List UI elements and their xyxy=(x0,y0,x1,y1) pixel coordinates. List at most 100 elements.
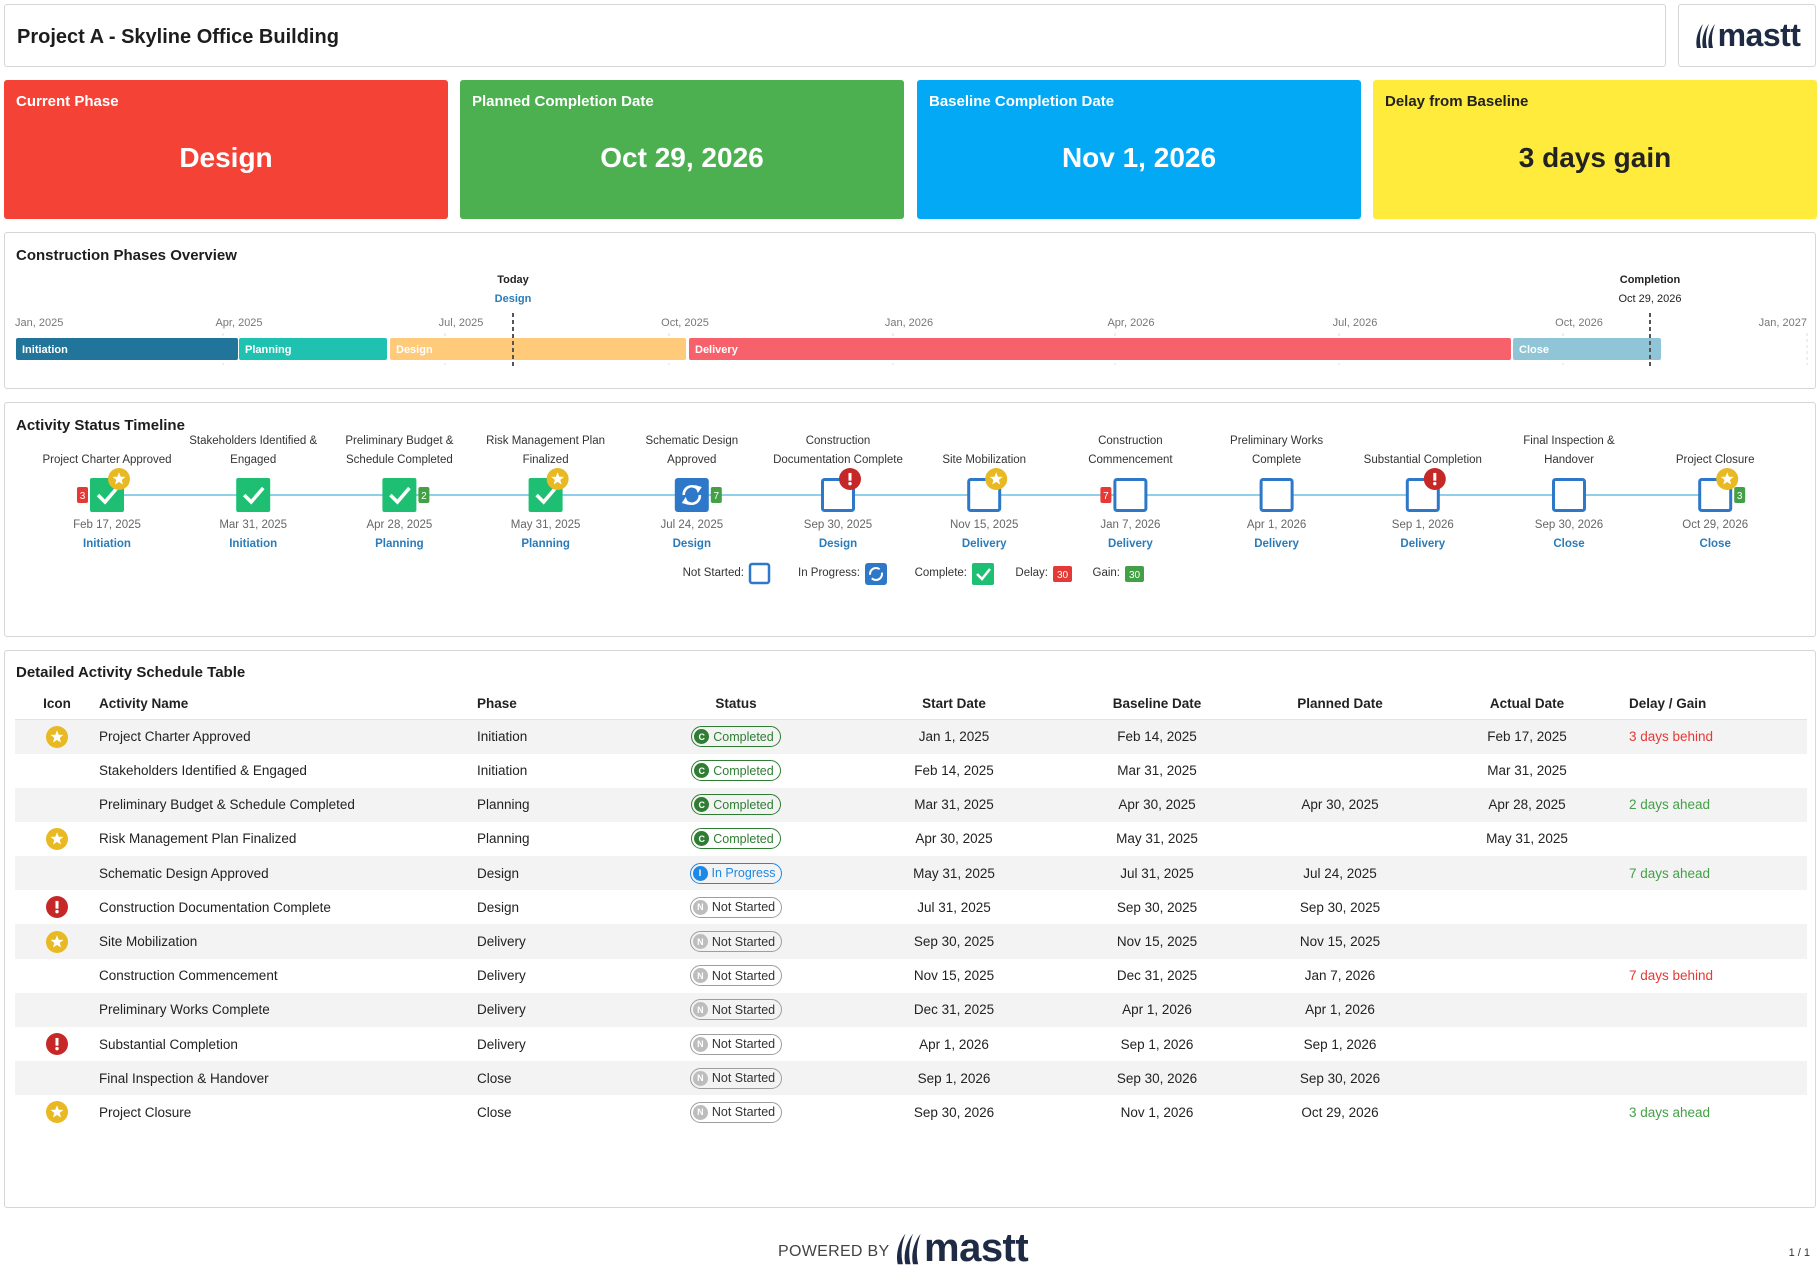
delay-gain-cell xyxy=(1629,993,1807,1027)
activity-timeline: Project Charter Approved 3 Feb 17, 2025 Ini… xyxy=(42,435,1755,585)
status-dot-icon: N xyxy=(692,1070,708,1086)
table-row[interactable]: Preliminary Works Complete Delivery N Not S… xyxy=(15,992,1807,1027)
icon-cell xyxy=(15,822,99,856)
baseline-date-cell: Nov 1, 2026 xyxy=(1120,1104,1194,1120)
table-row[interactable]: Construction Commencement Delivery N Not St… xyxy=(15,959,1807,993)
icon-cell xyxy=(15,754,99,788)
table-row[interactable]: Preliminary Budget & Schedule Completed P… xyxy=(15,787,1807,822)
alert-glyph-dot xyxy=(848,481,852,486)
start-date-cell: Mar 31, 2025 xyxy=(914,797,994,813)
icon-cell xyxy=(15,788,99,822)
table-row[interactable]: Substantial Completion Delivery N Not Start… xyxy=(15,1027,1807,1061)
footer-logo-wordmark: mastt xyxy=(924,1226,1029,1270)
phase-bar-label: Design xyxy=(396,344,433,356)
table-row[interactable]: Final Inspection & Handover Close N Not Sta… xyxy=(15,1061,1807,1096)
table-row[interactable]: Construction Documentation Complete Desig… xyxy=(15,890,1807,924)
timeline-milestone: Project Closure 3 Oct 29, 2026 Close xyxy=(1676,454,1755,550)
start-date-cell: Jul 31, 2025 xyxy=(917,899,991,915)
axis-tick-label: Apr, 2025 xyxy=(215,317,262,329)
milestone-name-line2: Handover xyxy=(1544,454,1594,466)
milestone-date: Apr 1, 2026 xyxy=(1247,519,1306,531)
delay-gain-cell xyxy=(1629,754,1807,788)
milestone-phase: Delivery xyxy=(1400,538,1445,550)
status-cell: N Not Started xyxy=(623,1095,849,1129)
table-row[interactable]: Site Mobilization Delivery N Not Started Sep… xyxy=(15,924,1807,959)
status-dot-icon: I xyxy=(692,865,708,881)
logo-box[interactable]: mastt xyxy=(1678,4,1816,67)
milestone-name-line2: Site Mobilization xyxy=(942,454,1026,466)
phase-cell: Planning xyxy=(477,797,530,813)
col-planned-date[interactable]: Planned Date xyxy=(1255,689,1425,720)
col-activity-name[interactable]: Activity Name xyxy=(99,689,477,720)
legend-in-progress-icon xyxy=(865,563,887,585)
baseline-date-cell: Dec 31, 2025 xyxy=(1116,968,1198,984)
milestone-date: Jan 7, 2026 xyxy=(1100,519,1160,531)
phase-cell: Delivery xyxy=(477,1002,526,1018)
table-row[interactable]: Risk Management Plan Finalized Planning C C… xyxy=(15,822,1807,856)
table-row[interactable]: Project Charter Approved Initiation C Compl… xyxy=(15,719,1807,754)
planned-date-cell: Sep 1, 2026 xyxy=(1303,1036,1377,1052)
footer: POWERED BY mastt 1 / 1 xyxy=(0,1214,1820,1279)
legend-in-progress-label: In Progress: xyxy=(798,567,860,579)
actual-date-cell xyxy=(1425,1027,1629,1061)
col-delay-gain[interactable]: Delay / Gain xyxy=(1629,689,1807,720)
icon-cell xyxy=(15,924,99,958)
activity-name-cell: Preliminary Works Complete xyxy=(99,1002,270,1018)
delay-badge xyxy=(77,487,88,503)
timeline-milestone: Preliminary Works Complete Apr 1, 2026 Deli… xyxy=(1230,435,1323,550)
col-status[interactable]: Status xyxy=(623,689,849,720)
milestone-phase: Close xyxy=(1700,538,1731,550)
status-label: Not Started xyxy=(711,934,776,949)
start-date-cell: Feb 14, 2025 xyxy=(914,763,994,779)
table-row[interactable]: Project Closure Close N Not Started Sep 30, … xyxy=(15,1095,1807,1129)
col-actual-date[interactable]: Actual Date xyxy=(1425,689,1629,720)
actual-date-cell xyxy=(1425,1061,1629,1095)
star-glyph xyxy=(50,729,64,742)
phase-cell: Initiation xyxy=(477,763,528,779)
start-date-cell: Sep 30, 2026 xyxy=(913,1104,995,1120)
axis-tick-label: Jan, 2027 xyxy=(1759,317,1807,329)
milestone-date: May 31, 2025 xyxy=(511,519,581,531)
legend-gain-badge xyxy=(1125,566,1144,582)
axis-tick-label: Oct, 2025 xyxy=(661,317,709,329)
gain-badge xyxy=(418,487,430,503)
schedule-table: Icon Activity Name Phase Status Start Da… xyxy=(15,689,1807,1130)
table-row[interactable]: Stakeholders Identified & Engaged Initiat… xyxy=(15,754,1807,788)
milestone-name-line2: Project Charter Approved xyxy=(42,454,171,466)
col-phase[interactable]: Phase xyxy=(477,689,623,720)
icon-cell xyxy=(15,719,99,754)
table-header-row: Icon Activity Name Phase Status Start Da… xyxy=(15,689,1807,720)
table-row[interactable]: Schematic Design Approved Design I In Progr… xyxy=(15,856,1807,891)
milestone-phase: Delivery xyxy=(1108,538,1153,550)
delay-gain-cell: 7 days behind xyxy=(1629,968,1714,984)
footer-mastt-logo[interactable]: mastt xyxy=(894,1226,1029,1271)
star-icon xyxy=(46,1101,68,1124)
completion-label: Completion xyxy=(1620,274,1681,286)
milestone-phase: Initiation xyxy=(229,538,277,550)
planned-date-cell xyxy=(1255,754,1425,788)
actual-date-cell xyxy=(1425,924,1629,958)
gain-badge-value: 3 xyxy=(1737,491,1743,502)
delay-gain-cell: 7 days ahead xyxy=(1629,865,1711,881)
milestone-date: Nov 15, 2025 xyxy=(950,519,1018,531)
planned-date-cell: Oct 29, 2026 xyxy=(1301,1104,1379,1120)
milestone-name-line1: Construction xyxy=(1098,435,1163,447)
complete-status-icon xyxy=(236,478,271,512)
start-date-cell: May 31, 2025 xyxy=(913,865,995,881)
milestone-name-line1: Stakeholders Identified & xyxy=(189,435,317,447)
col-baseline-date[interactable]: Baseline Date xyxy=(1059,689,1255,720)
col-icon[interactable]: Icon xyxy=(15,689,99,720)
activity-name-cell: Schematic Design Approved xyxy=(99,865,269,881)
milestone-name-line2: Project Closure xyxy=(1676,454,1755,466)
baseline-date-cell: May 31, 2025 xyxy=(1116,831,1198,847)
col-start-date[interactable]: Start Date xyxy=(849,689,1059,720)
status-label: Completed xyxy=(713,729,774,744)
planned-date-cell: Jul 24, 2025 xyxy=(1303,865,1377,881)
status-badge: N Not Started xyxy=(689,931,783,953)
status-dot-icon: C xyxy=(694,763,710,779)
phase-cell: Delivery xyxy=(477,1036,526,1052)
status-badge: N Not Started xyxy=(689,999,783,1021)
status-cell: N Not Started xyxy=(623,1061,849,1095)
milestone-name-line1: Preliminary Budget & xyxy=(345,435,453,447)
status-badge: C Completed xyxy=(691,760,781,782)
